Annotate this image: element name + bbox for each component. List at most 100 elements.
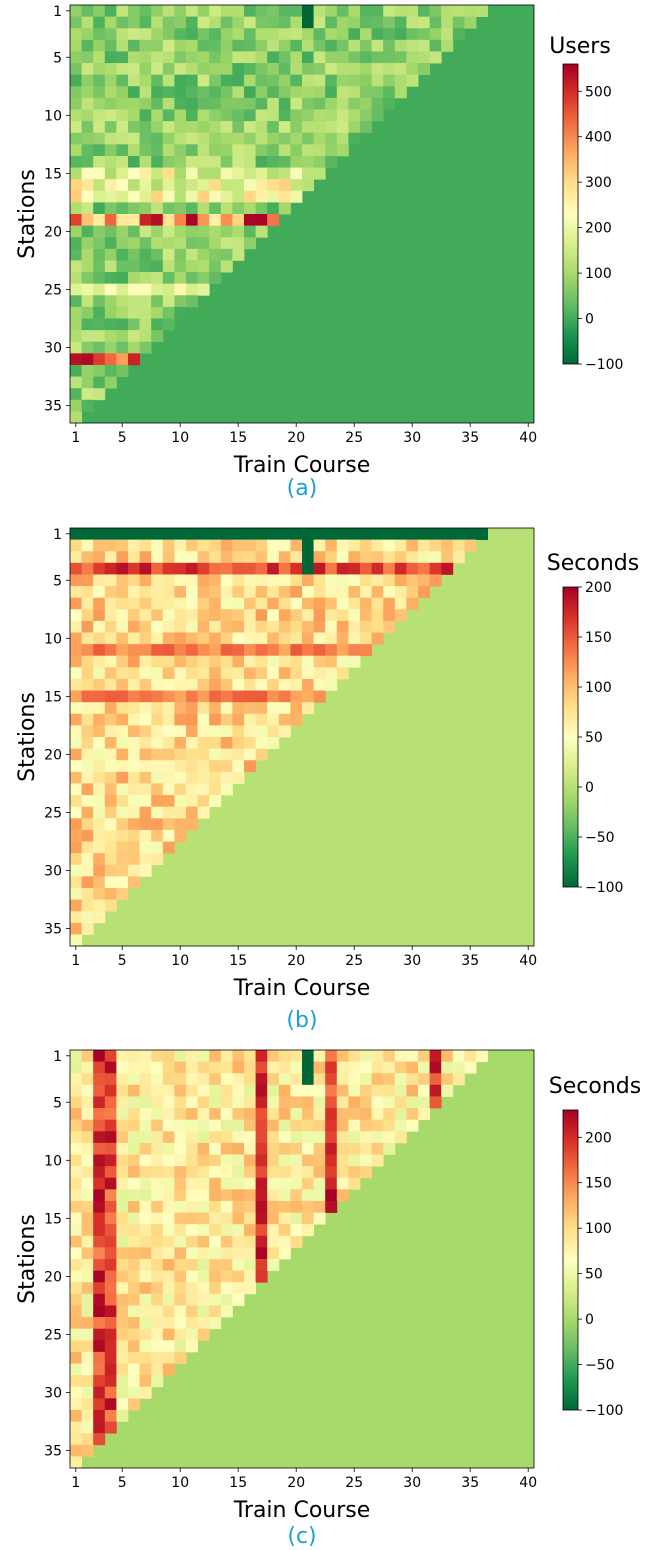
heatmap-cell [139, 248, 152, 261]
heatmap-cell [267, 1096, 280, 1109]
heatmap-cell [162, 620, 175, 633]
heatmap-cell [325, 132, 338, 145]
heatmap-cell [104, 1282, 117, 1295]
heatmap-cell [313, 1200, 326, 1213]
x-tick-label: 40 [519, 430, 537, 446]
heatmap-cell [93, 667, 106, 680]
heatmap-cell [174, 1096, 187, 1109]
heatmap-cell [360, 1154, 372, 1167]
heatmap-cell [209, 214, 222, 227]
heatmap-cell [360, 109, 372, 122]
heatmap-cell [429, 16, 442, 29]
heatmap-cell [93, 1131, 106, 1144]
heatmap-cell [418, 551, 430, 564]
heatmap-cell [104, 655, 117, 668]
heatmap-cell [197, 655, 210, 668]
heatmap-cell [116, 1235, 129, 1248]
heatmap-cell [406, 1119, 419, 1132]
heatmap-cell [151, 237, 164, 250]
heatmap-cell [186, 1247, 198, 1260]
heatmap-cell [151, 528, 164, 541]
heatmap-cell [186, 1154, 198, 1167]
y-tick-label: 30 [44, 1386, 62, 1402]
heatmap-cell [104, 737, 117, 750]
heatmap-cell [336, 39, 349, 52]
heatmap-cell [290, 63, 303, 76]
heatmap-cell [162, 806, 175, 819]
heatmap-cell [220, 586, 233, 599]
heatmap-cell [174, 1166, 187, 1179]
heatmap-cell [255, 632, 268, 645]
heatmap-cell [186, 97, 198, 110]
heatmap-cell [93, 260, 106, 273]
heatmap-cell [186, 1119, 198, 1132]
heatmap-cell [220, 1061, 233, 1074]
x-tick-label: 35 [461, 1475, 479, 1491]
heatmap-cell [93, 841, 106, 854]
heatmap-cell [290, 179, 303, 192]
heatmap-cell [116, 1084, 129, 1097]
heatmap-cell [186, 597, 198, 610]
heatmap-cell [186, 1084, 198, 1097]
heatmap-cell [186, 1224, 198, 1237]
heatmap-cell [325, 28, 338, 41]
heatmap-cell [290, 678, 303, 691]
heatmap-cell [81, 1108, 94, 1121]
heatmap-cell [162, 1154, 175, 1167]
heatmap-cell [406, 586, 419, 599]
heatmap-cell [313, 632, 326, 645]
heatmap-cell [220, 1293, 233, 1306]
heatmap-cell [116, 74, 129, 87]
heatmap-cell [104, 63, 117, 76]
heatmap-cell [348, 1166, 361, 1179]
heatmap-cell [70, 28, 82, 41]
heatmap-cell [232, 562, 245, 575]
heatmap-cell [93, 853, 106, 866]
heatmap-cell [220, 620, 233, 633]
heatmap-cell [360, 539, 372, 552]
heatmap-cell [151, 1084, 164, 1097]
heatmap-cell [128, 1282, 140, 1295]
heatmap-cell [139, 272, 152, 285]
heatmap-cell [128, 63, 140, 76]
heatmap-cell [139, 86, 152, 99]
heatmap-cell [93, 376, 106, 389]
heatmap-cell [70, 678, 82, 691]
heatmap-cell [244, 28, 256, 41]
heatmap-cell [139, 51, 152, 64]
heatmap-cell [383, 1108, 396, 1121]
heatmap-cell [418, 5, 430, 18]
heatmap-cell [336, 1166, 349, 1179]
x-axis-label: Train Course [233, 976, 371, 1001]
heatmap-cell [336, 1154, 349, 1167]
heatmap-cell [360, 1131, 372, 1144]
heatmap-cell [348, 539, 361, 552]
heatmap-cell [70, 609, 82, 622]
heatmap-cell [197, 725, 210, 738]
heatmap-cell [174, 1247, 187, 1260]
heatmap-cell [93, 16, 106, 29]
heatmap-cell [151, 783, 164, 796]
heatmap-cell [116, 795, 129, 808]
heatmap-cell [81, 63, 94, 76]
heatmap-cell [81, 1247, 94, 1260]
heatmap-cell [81, 899, 94, 912]
heatmap-cell [128, 1386, 140, 1399]
heatmap-cell [116, 609, 129, 622]
heatmap-cell [128, 1375, 140, 1388]
heatmap-cell [81, 132, 94, 145]
heatmap-cell [116, 1305, 129, 1318]
heatmap-cell [383, 539, 396, 552]
heatmap-cell [116, 841, 129, 854]
heatmap-cell [186, 620, 198, 633]
heatmap-cell [81, 1084, 94, 1097]
heatmap-cell [162, 1189, 175, 1202]
heatmap-cell [313, 5, 326, 18]
heatmap-cell [406, 597, 419, 610]
heatmap-cell [116, 121, 129, 134]
heatmap-cell [186, 644, 198, 657]
heatmap-cell [70, 214, 82, 227]
heatmap-cell [186, 39, 198, 52]
heatmap-cell [244, 1212, 256, 1225]
heatmap-cell [209, 86, 222, 99]
